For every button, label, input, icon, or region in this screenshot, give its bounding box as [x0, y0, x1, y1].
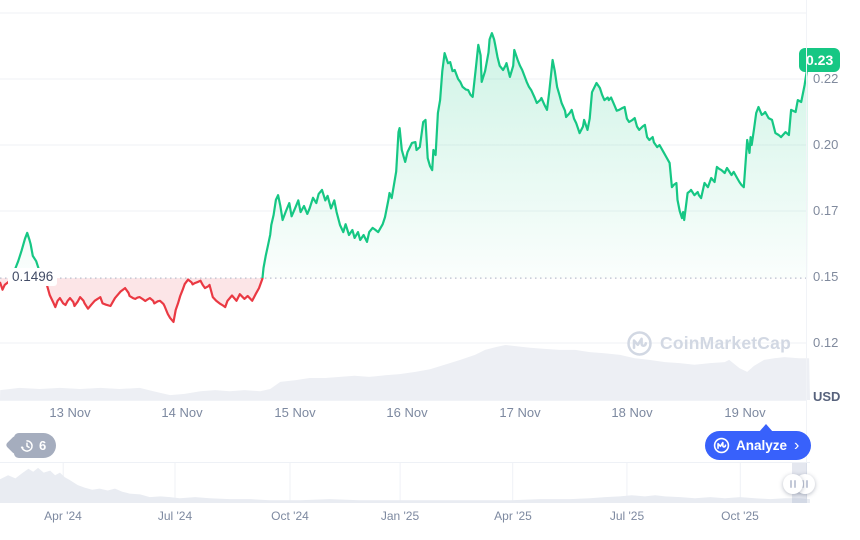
analyze-button-pointer — [759, 424, 773, 432]
area-fill-above-baseline — [11, 33, 808, 279]
minimap-handle-left[interactable] — [783, 474, 803, 494]
timeline-minimap[interactable] — [0, 462, 810, 503]
x-tick-label: 13 Nov — [49, 405, 91, 420]
x-tick-label: 14 Nov — [161, 405, 203, 420]
minimap-area-chart — [0, 463, 810, 503]
minimap-tick-label: Apr '24 — [44, 509, 82, 523]
y-tick-label: 0.12 — [813, 335, 839, 350]
minimap-tick-label: Jul '25 — [609, 509, 645, 523]
minimap-tick-label: Oct '25 — [721, 509, 759, 523]
x-tick-label: 17 Nov — [499, 405, 541, 420]
minimap-tick-label: Oct '24 — [271, 509, 309, 523]
watermark-text: CoinMarketCap — [660, 333, 791, 353]
x-tick-label: 15 Nov — [274, 405, 316, 420]
y-tick-label: 0.20 — [813, 137, 839, 152]
coinmarketcap-watermark: CoinMarketCap — [626, 330, 791, 357]
grip-line — [802, 480, 804, 488]
minimap-history-area — [0, 467, 810, 503]
y-tick-label: 0.22 — [813, 71, 839, 86]
y-tick-label: 0.15 — [813, 269, 839, 284]
history-count: 6 — [39, 438, 47, 453]
x-tick-label: 18 Nov — [611, 405, 653, 420]
grip-line — [794, 480, 796, 488]
volume-area — [0, 345, 810, 400]
grip-line — [790, 480, 792, 488]
current-price-badge: 0.23 — [799, 48, 841, 72]
analyze-button-label: Analyze — [736, 438, 788, 453]
y-tick-label: 0.17 — [813, 203, 839, 218]
minimap-tick-label: Jul '24 — [157, 509, 193, 523]
baseline-price-label: 0.1496 — [8, 268, 58, 286]
x-tick-label: 19 Nov — [724, 405, 766, 420]
analyze-button[interactable]: Analyze › — [705, 431, 812, 460]
area-fill-below-baseline — [0, 278, 808, 322]
price-line-up — [10, 32, 810, 279]
coinmarketcap-logo-icon — [627, 331, 652, 356]
price-line-down — [0, 278, 264, 323]
chevron-right-icon: › — [794, 436, 800, 454]
coinmarketcap-logo-icon — [713, 437, 730, 454]
main-price-chart[interactable] — [0, 0, 810, 400]
history-badge[interactable]: 6 — [14, 433, 57, 458]
currency-unit-label: USD — [813, 389, 841, 404]
history-clock-icon — [20, 439, 33, 452]
grip-line — [806, 480, 808, 488]
axis-separator-line — [806, 0, 807, 503]
minimap-tick-label: Apr '25 — [494, 509, 532, 523]
x-tick-label: 16 Nov — [386, 405, 428, 420]
minimap-tick-label: Jan '25 — [380, 509, 420, 523]
plot-bottom-border — [0, 400, 806, 401]
